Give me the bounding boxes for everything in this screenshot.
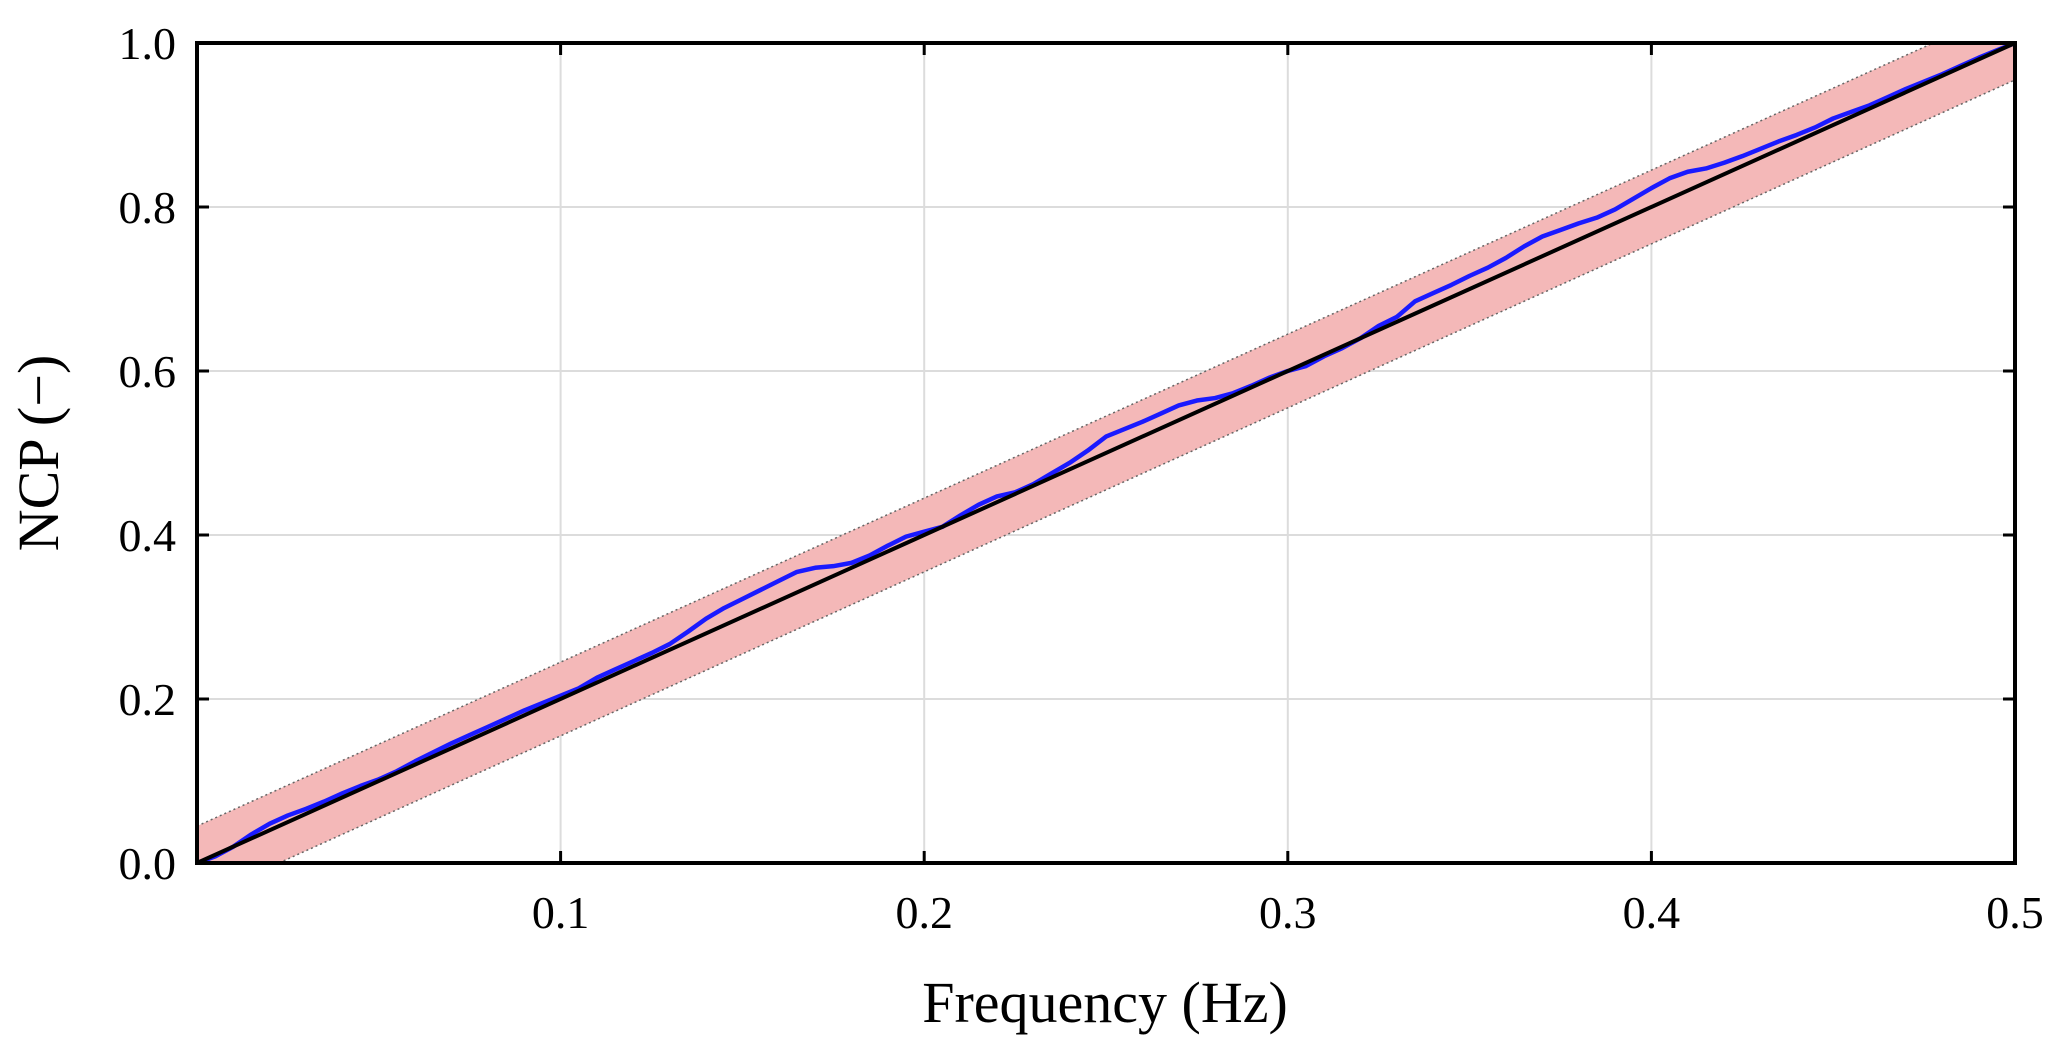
x-tick-label: 0.4: [1623, 887, 1681, 938]
plot-frame: [195, 41, 2017, 865]
x-tick-label: 0.1: [532, 887, 590, 938]
x-tick-label: 0.2: [895, 887, 953, 938]
y-axis-label: NCP (−): [6, 355, 71, 552]
band-upper-edge: [197, 43, 1936, 827]
y-tick-labels: 0.0 0.2 0.4 0.6 0.8 1.0: [119, 18, 177, 889]
axis-ticks: [197, 41, 2017, 865]
x-tick-label: 0.3: [1259, 887, 1317, 938]
series-lines: [197, 43, 2015, 863]
ncp-series-line: [197, 43, 2015, 863]
x-axis-label: Frequency (Hz): [922, 970, 1288, 1035]
y-tick-label: 0.2: [119, 674, 177, 725]
y-tick-label: 0.6: [119, 346, 177, 397]
y-tick-label: 0.4: [119, 510, 177, 561]
band-lower-edge: [276, 79, 2015, 863]
y-tick-label: 0.0: [119, 838, 177, 889]
ideal-series-line: [197, 43, 2015, 863]
y-tick-label: 1.0: [119, 18, 177, 69]
x-tick-labels: 0.1 0.2 0.3 0.4 0.5: [532, 887, 2044, 938]
y-tick-label: 0.8: [119, 182, 177, 233]
x-tick-label: 0.5: [1986, 887, 2044, 938]
